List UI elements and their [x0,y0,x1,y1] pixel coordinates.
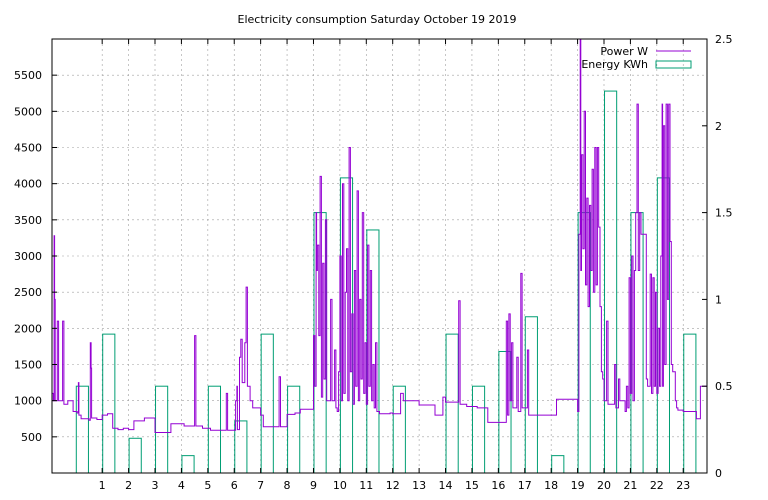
y-tick-label: 1000 [14,395,42,408]
energy-bar [287,385,301,474]
legend-swatch-energy [655,60,692,69]
energy-bar [102,333,116,474]
x-tick-label: 13 [412,479,426,492]
x-tick-label: 22 [650,479,664,492]
y-tick-label: 5500 [14,69,42,82]
y-tick-label: 3500 [14,214,42,227]
x-tick-label: 15 [465,479,479,492]
energy-bar [471,385,486,474]
legend-label-energy: Energy KWh [581,58,648,71]
y-tick-label: 4000 [14,178,42,191]
x-tick-label: 10 [333,479,347,492]
y2-tick-label: 2 [715,120,722,133]
legend: Power W Energy KWh [581,45,692,71]
energy-bar [181,455,195,474]
y-tick-label: 500 [21,431,42,444]
energy-bar [128,437,142,474]
energy-bar [445,333,459,474]
legend-label-power: Power W [600,45,648,58]
energy-bar [604,90,618,474]
energy-bars [75,90,697,474]
y2-tick-label: 0 [715,467,722,480]
chart-title: Electricity consumption Saturday October… [238,13,517,26]
x-tick-label: 7 [257,479,264,492]
energy-bar [551,455,565,474]
x-tick-label: 11 [359,479,373,492]
grid-lines [52,39,707,473]
x-tick-label: 17 [518,479,532,492]
x-tick-label: 1 [99,479,106,492]
y-tick-label: 3000 [14,250,42,263]
x-tick-label: 4 [178,479,185,492]
energy-bar [683,333,697,474]
x-tick-label: 5 [204,479,211,492]
y-tick-label: 1500 [14,359,42,372]
y2-tick-label: 0.5 [715,380,733,393]
x-tick-label: 8 [284,479,291,492]
y2-tick-label: 1.5 [715,207,733,220]
x-tick-label: 2 [125,479,132,492]
y-tick-label: 2500 [14,286,42,299]
x-tick-label: 9 [310,479,317,492]
x-tick-label: 3 [152,479,159,492]
power-line [52,38,707,433]
y2-tick-label: 2.5 [715,33,733,46]
axis-ticks: 1 2 3 4 5 6 7 8 9 10 11 12 13 14 15 16 17 18 19 20 21 22 23500… [14,33,733,492]
energy-bar [260,333,274,474]
x-tick-label: 18 [544,479,558,492]
energy-bar [155,385,169,474]
y-tick-label: 4500 [14,142,42,155]
x-tick-label: 20 [597,479,611,492]
x-tick-label: 23 [676,479,690,492]
energy-bar [234,420,248,474]
y2-tick-label: 1 [715,293,722,306]
x-tick-label: 16 [491,479,505,492]
x-tick-label: 12 [386,479,400,492]
y-tick-label: 5000 [14,105,42,118]
x-tick-label: 21 [623,479,637,492]
x-tick-label: 14 [439,479,453,492]
x-tick-label: 19 [571,479,585,492]
y-tick-label: 2000 [14,322,42,335]
x-tick-label: 6 [231,479,238,492]
